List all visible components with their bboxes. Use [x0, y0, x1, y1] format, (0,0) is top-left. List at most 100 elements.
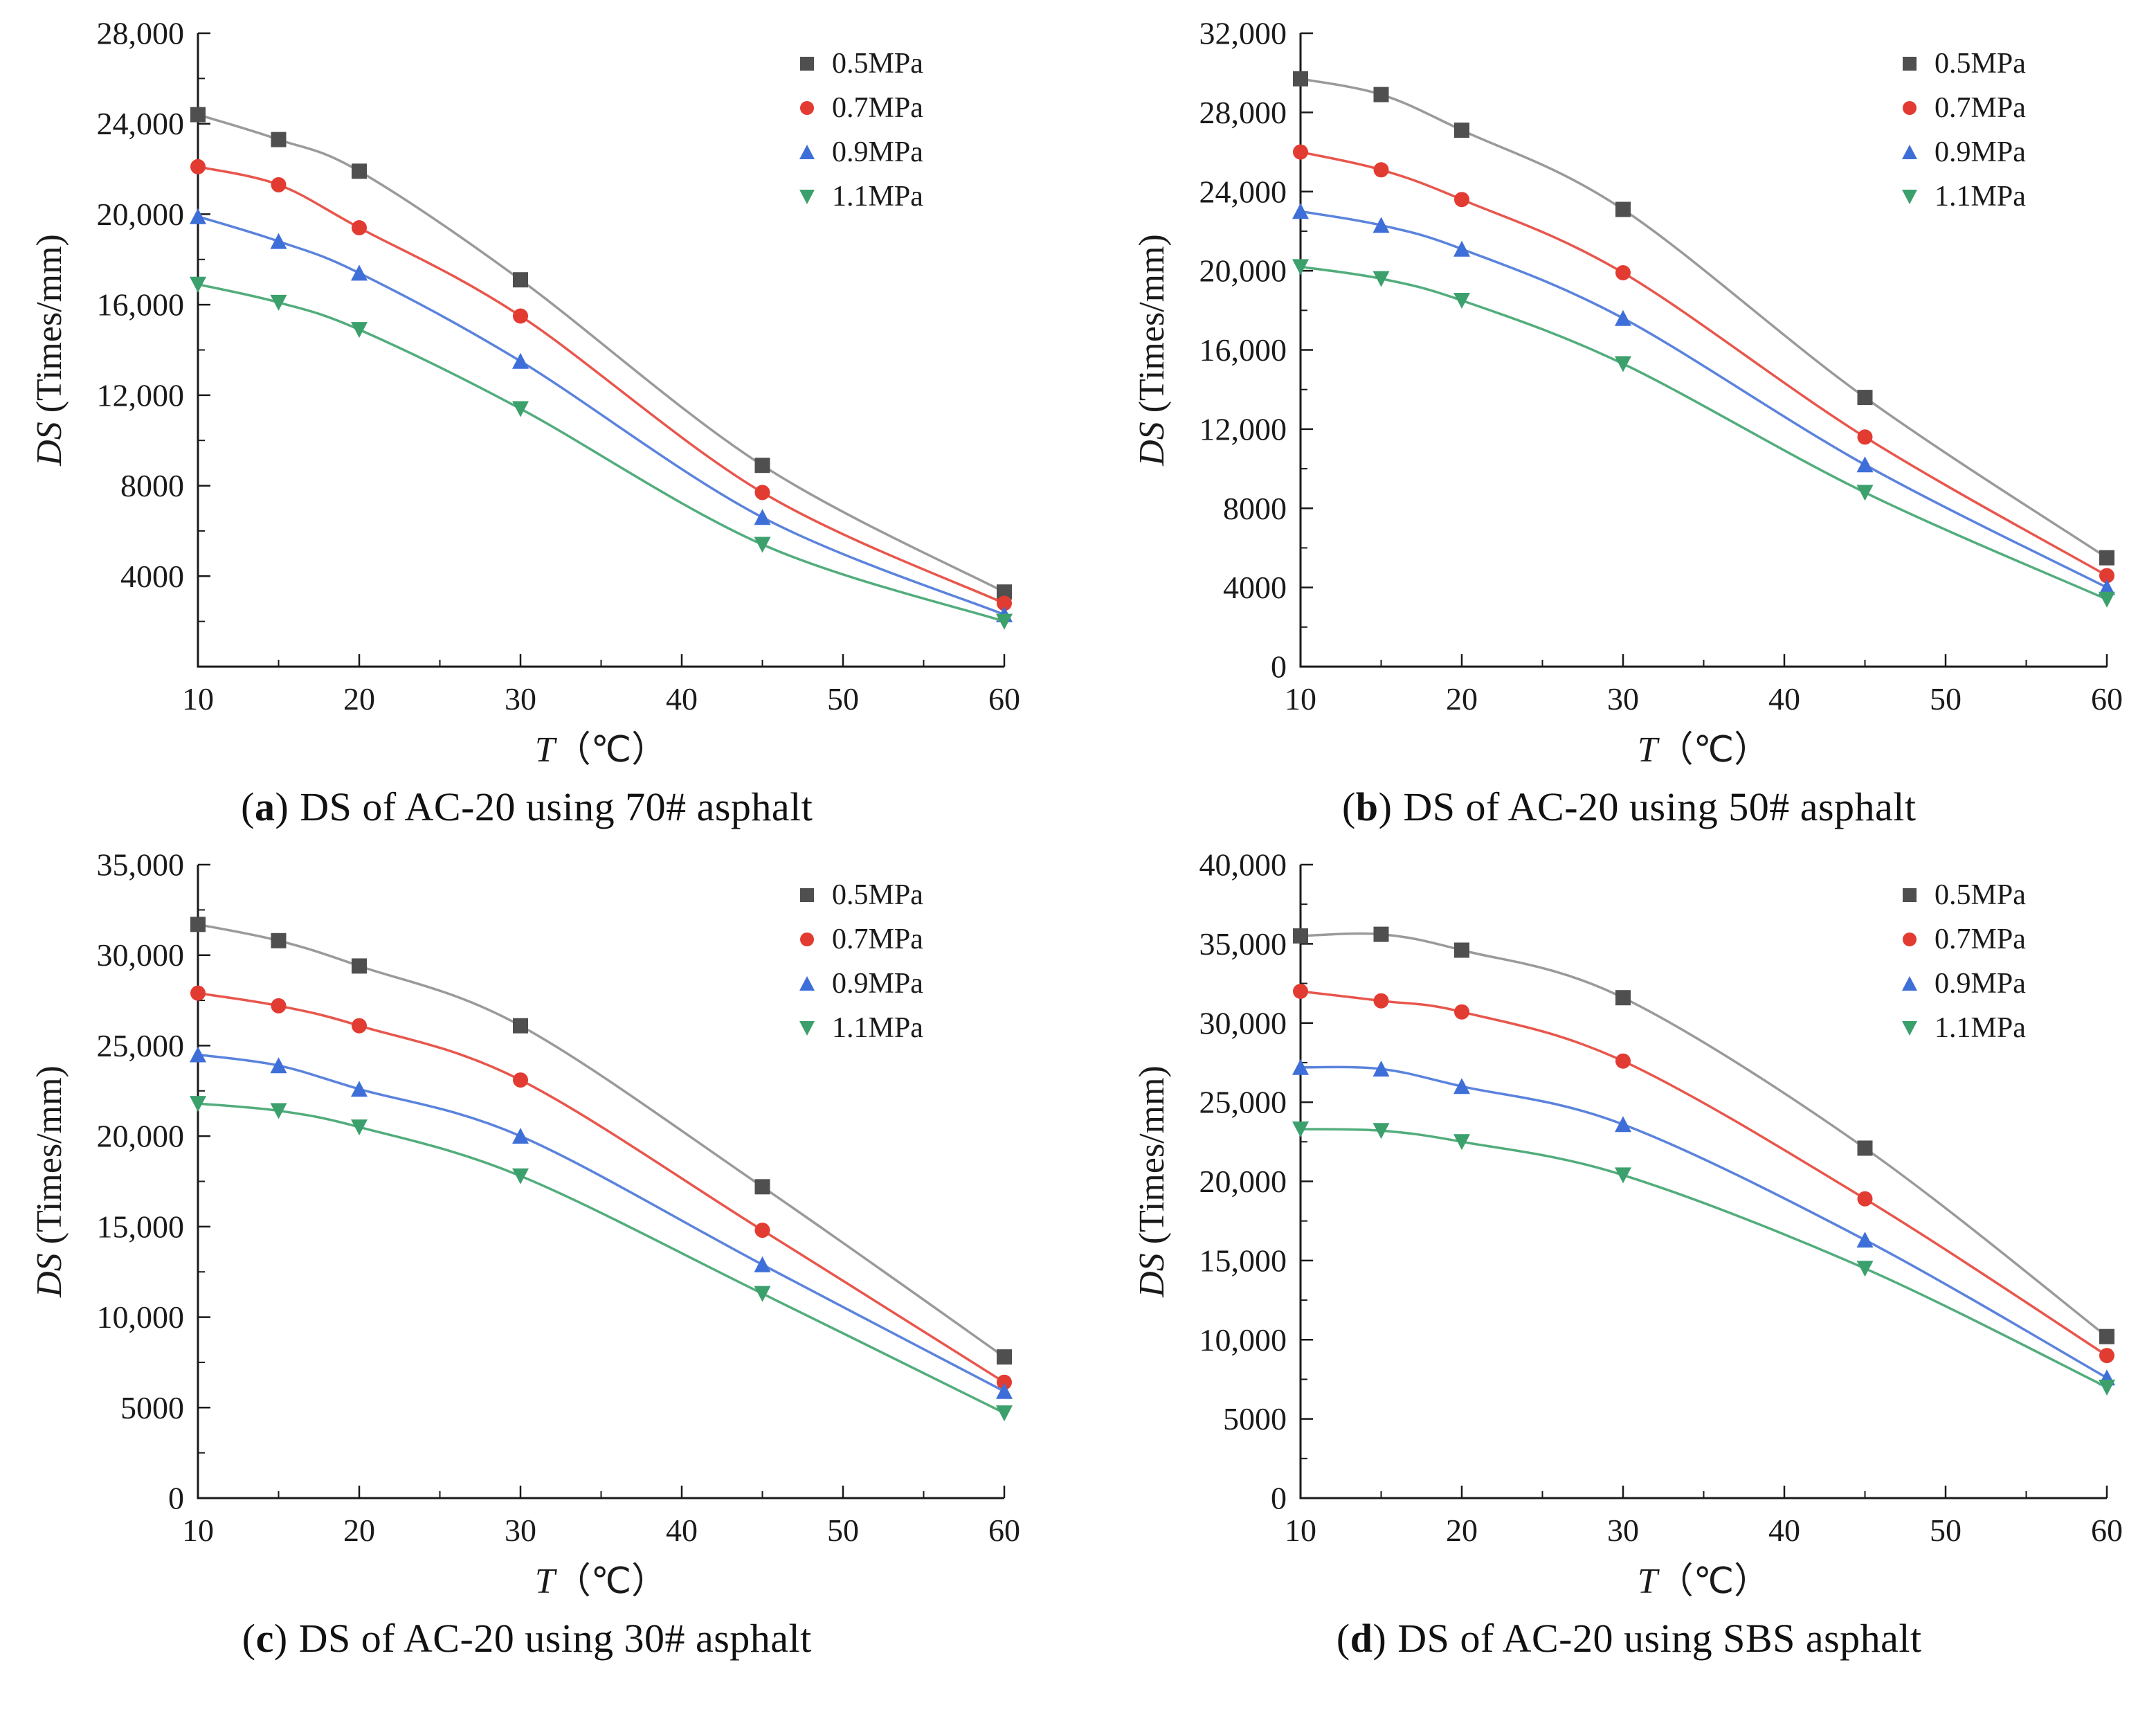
- y-tick-label: 0: [168, 1481, 184, 1516]
- x-tick-label: 50: [827, 1513, 859, 1548]
- axis-titles: T（℃） DS (Times/mm): [1132, 234, 1770, 770]
- x-tick-label: 20: [1446, 681, 1478, 717]
- series-markers-0.9MPa: [1292, 1058, 2115, 1386]
- series-markers-0.9MPa: [190, 1046, 1013, 1399]
- x-axis-title: T（℃）: [1638, 1562, 1770, 1601]
- y-axis-ticks: 4000 8000 12,000 16,000 20,000 24,000 28,000: [97, 16, 211, 622]
- legend-label: 1.1MPa: [832, 181, 923, 213]
- x-tick-label: 40: [666, 1513, 698, 1548]
- x-axis-title: T（℃）: [535, 1562, 667, 1601]
- x-tick-label: 50: [827, 681, 859, 717]
- x-tick-label: 60: [2091, 681, 2123, 717]
- y-tick-label: 5000: [120, 1390, 184, 1425]
- figure-caption-a: (a) DS of AC-20 using 70# asphalt: [241, 784, 813, 830]
- series-line-0.9MPa: [1300, 1065, 2108, 1379]
- chart-panel-b: 10 20 30 40 50 60 0 4000 8000 12,000 16,000 20,000 2…: [1127, 12, 2131, 830]
- legend-label: 1.1MPa: [1935, 1012, 2026, 1044]
- series-markers-0.5MPa: [190, 107, 1013, 600]
- y-axis-ticks: 0 4000 8000 12,000 16,000 20,000 24,000 28,000 3…: [1199, 16, 1313, 685]
- y-tick-label: 4000: [1223, 570, 1287, 605]
- legend-label: 1.1MPa: [1935, 181, 2026, 213]
- axes: [197, 33, 1005, 668]
- y-tick-label: 25,000: [97, 1028, 185, 1063]
- legend-label: 0.5MPa: [832, 879, 923, 911]
- legend: 0.5MPa 0.7MPa 0.9MPa 1.1MPa: [1901, 879, 2026, 1044]
- y-tick-label: 10,000: [1199, 1322, 1287, 1358]
- series-markers-1.1MPa: [1292, 259, 2115, 608]
- y-tick-label: 0: [1271, 1481, 1287, 1516]
- series-markers-1.1MPa: [190, 1096, 1013, 1422]
- legend-label: 0.9MPa: [1935, 968, 2026, 1000]
- y-tick-label: 25,000: [1199, 1085, 1287, 1120]
- series-line-0.7MPa: [1300, 150, 2108, 577]
- legend-label: 0.9MPa: [832, 968, 923, 1000]
- series-markers-1.1MPa: [190, 276, 1013, 630]
- y-tick-label: 15,000: [1199, 1243, 1287, 1278]
- y-tick-label: 28,000: [1199, 95, 1287, 130]
- figure-caption-b: (b) DS of AC-20 using 50# asphalt: [1342, 784, 1917, 830]
- series-markers-0.9MPa: [1292, 203, 2115, 595]
- caption-text: DS of AC-20 using 30# asphalt: [298, 1616, 812, 1661]
- axes: [1299, 33, 2107, 668]
- axes: [1299, 865, 2107, 1499]
- y-tick-label: 15,000: [97, 1209, 185, 1244]
- y-tick-label: 30,000: [1199, 1005, 1287, 1040]
- legend: 0.5MPa 0.7MPa 0.9MPa 1.1MPa: [799, 48, 923, 213]
- legend-label: 0.7MPa: [1935, 923, 2026, 955]
- x-tick-label: 50: [1930, 1513, 1962, 1548]
- series-markers-0.7MPa: [1292, 144, 2114, 584]
- x-axis-ticks: 10 20 30 40 50 60: [1285, 1486, 2123, 1548]
- series-line-0.9MPa: [198, 1053, 1006, 1393]
- series-line-1.1MPa: [198, 1102, 1006, 1414]
- y-axis-title: DS (Times/mm): [30, 1065, 69, 1298]
- axes: [197, 865, 1005, 1499]
- y-tick-label: 16,000: [1199, 332, 1287, 368]
- y-tick-label: 12,000: [1199, 411, 1287, 447]
- y-axis-title: DS (Times/mm): [1132, 234, 1172, 467]
- legend-label: 0.5MPa: [832, 48, 923, 80]
- y-axis-ticks: 0 5000 10,000 15,000 20,000 25,000 30,000 35,00…: [97, 847, 211, 1516]
- series-line-0.9MPa: [1300, 210, 2108, 589]
- y-tick-label: 24,000: [1199, 174, 1287, 209]
- legend-label: 0.9MPa: [1935, 136, 2026, 168]
- y-axis-ticks: 0 5000 10,000 15,000 20,000 25,000 30,000 35,00…: [1199, 847, 1313, 1516]
- legend-label: 0.9MPa: [832, 136, 923, 168]
- x-tick-label: 10: [182, 1513, 214, 1548]
- x-axis-title: T（℃）: [535, 730, 667, 770]
- chart-d: 10 20 30 40 50 60 0 5000 10,000 15,000 20,000 25,00…: [1132, 847, 2123, 1602]
- y-tick-label: 8000: [1223, 491, 1287, 526]
- caption-open-paren: (: [242, 1616, 256, 1661]
- chart-b: 10 20 30 40 50 60 0 4000 8000 12,000 16,000 20,000 2…: [1132, 16, 2123, 771]
- series-markers-0.7MPa: [190, 985, 1013, 1390]
- legend-label: 0.7MPa: [1935, 92, 2026, 124]
- y-axis-title: DS (Times/mm): [30, 234, 69, 467]
- series-line-1.1MPa: [1300, 1128, 2108, 1389]
- series-markers-0.7MPa: [190, 159, 1013, 611]
- caption-letter: d: [1350, 1616, 1373, 1661]
- x-tick-label: 40: [1768, 1513, 1800, 1548]
- caption-letter: c: [255, 1616, 274, 1661]
- x-tick-label: 20: [343, 1513, 375, 1548]
- x-tick-label: 30: [1607, 1513, 1639, 1548]
- y-tick-label: 8000: [120, 468, 184, 503]
- y-tick-label: 35,000: [1199, 926, 1287, 962]
- axis-titles: T（℃） DS (Times/mm): [30, 234, 667, 770]
- chart-panel-a: 10 20 30 40 50 60 4000 8000 12,000 16,000 20,000 24…: [25, 12, 1029, 830]
- y-tick-label: 32,000: [1199, 16, 1287, 51]
- x-tick-label: 30: [505, 1513, 536, 1548]
- y-tick-label: 5000: [1223, 1401, 1287, 1436]
- y-axis-title: DS (Times/mm): [1132, 1065, 1172, 1298]
- x-axis-title: T（℃）: [1638, 730, 1770, 770]
- x-tick-label: 10: [1285, 681, 1316, 717]
- x-axis-ticks: 10 20 30 40 50 60: [182, 654, 1020, 717]
- y-tick-label: 28,000: [97, 16, 185, 51]
- legend-label: 0.7MPa: [832, 923, 923, 955]
- series-line-0.7MPa: [197, 991, 1006, 1384]
- x-tick-label: 60: [988, 1513, 1020, 1548]
- x-tick-label: 10: [1285, 1513, 1316, 1548]
- y-tick-label: 30,000: [97, 937, 185, 973]
- y-tick-label: 35,000: [97, 847, 185, 883]
- caption-open-paren: (: [1336, 1616, 1350, 1661]
- x-tick-label: 50: [1930, 681, 1962, 717]
